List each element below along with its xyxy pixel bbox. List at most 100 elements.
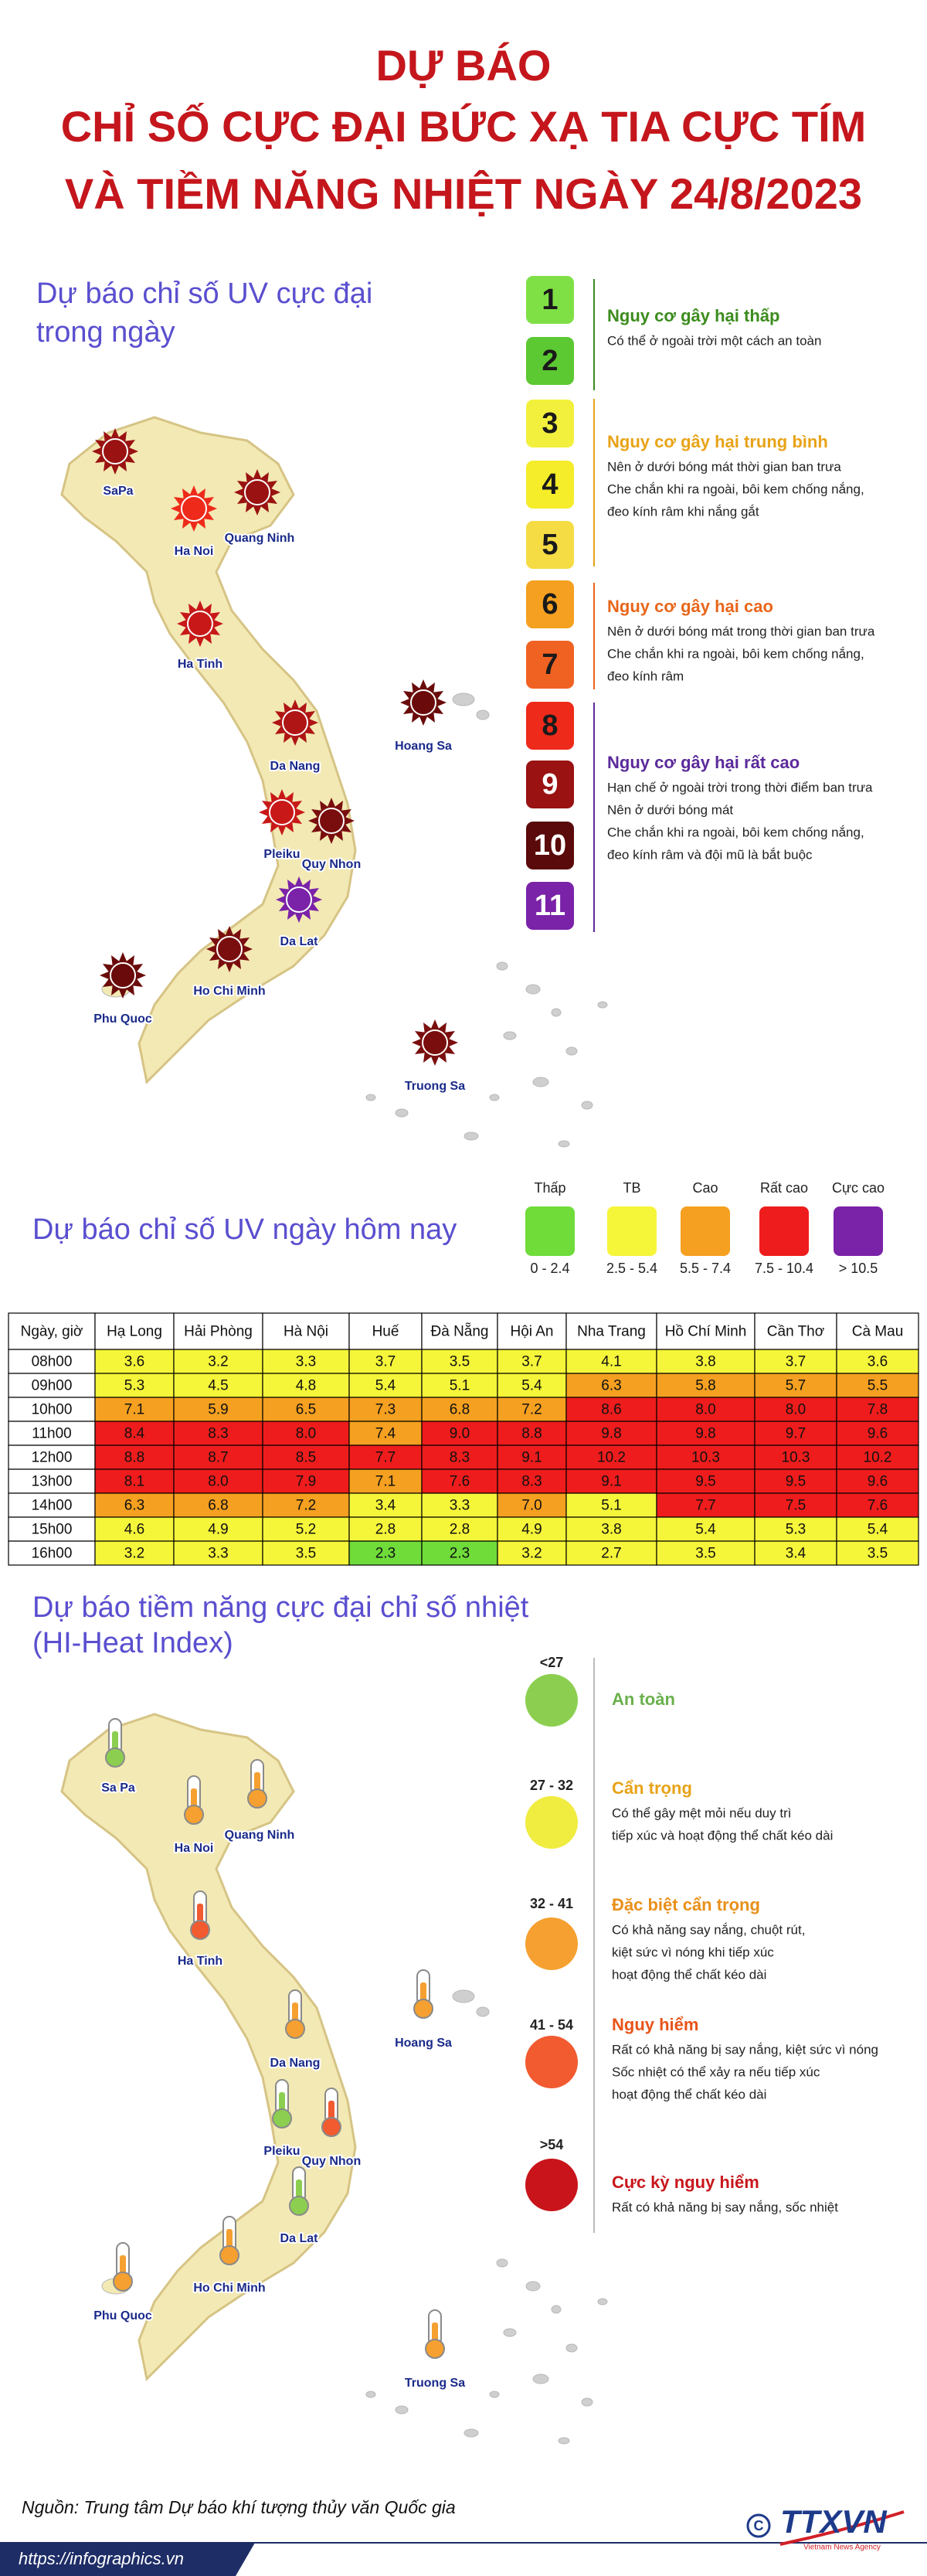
heat-range: 32 - 41: [530, 1896, 573, 1911]
table-cell: [421, 1492, 498, 1518]
thermometer-bulb: [190, 1920, 210, 1940]
table-value: 5.8: [695, 1378, 715, 1394]
heat-description: Có thể gây mệt mỏi nếu duy trì: [612, 1805, 791, 1820]
uv-level-box: [526, 337, 574, 385]
city-label: Da Lat: [280, 2232, 319, 2245]
table-cell: [173, 1349, 263, 1374]
table-cell: [8, 1540, 96, 1566]
risk-title: Nguy cơ gây hại trung bình: [607, 432, 828, 451]
table-row-label: 11h00: [32, 1426, 71, 1442]
section-title: (HI-Heat Index): [32, 1627, 233, 1659]
uv-category-swatch: [759, 1206, 809, 1256]
thermometer-bulb: [105, 1747, 125, 1768]
uv-level-number: 9: [542, 768, 558, 801]
table-header-cell: [565, 1312, 657, 1350]
city-label: Hoang Sa: [395, 2037, 452, 2050]
table-value: 5.2: [296, 1522, 316, 1538]
uv-category-swatch: [607, 1206, 657, 1256]
table-value: 3.6: [124, 1354, 144, 1370]
table-row-label: 09h00: [32, 1378, 73, 1394]
table-header: Hội An: [511, 1324, 554, 1340]
table-cell: [8, 1445, 96, 1470]
table-cell: [421, 1421, 498, 1446]
table-header-cell: [656, 1312, 756, 1350]
sun-core: [282, 710, 308, 736]
sun-core: [181, 495, 207, 522]
heat-description: kiệt sức vì nóng khi tiếp xúc: [612, 1945, 774, 1959]
table-value: 4.6: [124, 1522, 144, 1538]
table-value: 3.7: [521, 1354, 542, 1370]
table-value: 5.5: [868, 1378, 888, 1394]
table-value: 7.2: [521, 1402, 542, 1418]
table-value: 8.4: [124, 1426, 145, 1442]
uv-level-number: 10: [534, 829, 566, 862]
table-value: 7.9: [296, 1474, 316, 1490]
table-cell: [656, 1421, 756, 1446]
risk-title: Nguy cơ gây hại cao: [607, 597, 773, 616]
table-cell: [262, 1468, 350, 1494]
table-value: 9.6: [868, 1474, 888, 1490]
table-value: 3.8: [695, 1354, 715, 1370]
heat-map: Sa Pa Ha Noi Quang Ninh Ha Tinh Da Nang Hoang…: [60, 1713, 608, 2445]
table-value: 5.1: [601, 1498, 621, 1514]
city-label: Da Lat: [280, 935, 319, 948]
island: [532, 2374, 549, 2384]
island: [464, 2428, 479, 2438]
risk-description: đeo kính râm: [607, 669, 684, 683]
uv-marker: [234, 469, 280, 516]
table-cell: [565, 1421, 657, 1446]
risk-description: Nên ở dưới bóng mát thời gian ban trưa: [607, 459, 841, 474]
table-value: 9.0: [450, 1426, 470, 1442]
thermometer-bulb: [285, 2019, 305, 2039]
thermometer-bulb: [321, 2117, 341, 2137]
thermometer: [289, 2166, 309, 2216]
city-label: Quang Ninh: [225, 1829, 295, 1842]
city-label: Ha Noi: [175, 545, 214, 558]
island: [489, 2391, 500, 2398]
table-value: 7.8: [868, 1402, 888, 1418]
table-cell: [565, 1540, 657, 1566]
table-row-label: 16h00: [32, 1546, 73, 1562]
copyright-icon: [746, 2513, 771, 2538]
sun-core: [110, 962, 136, 989]
island: [525, 2281, 541, 2292]
title-line: CHỈ SỐ CỰC ĐẠI BỨC XẠ TIA CỰC TÍM: [61, 102, 867, 151]
source-note: Nguồn: Trung tâm Dự báo khí tượng thủy v…: [22, 2497, 456, 2517]
uv-level-box: [526, 641, 574, 689]
thermometer: [247, 1759, 267, 1809]
table-cell: [348, 1492, 423, 1518]
city-label: Pleiku: [263, 2145, 300, 2158]
table-cell: [497, 1468, 567, 1494]
heat-swatch: [525, 1796, 578, 1849]
thermometer-bulb: [247, 1788, 267, 1809]
city-label: Ha Tinh: [178, 658, 222, 671]
table-value: 7.7: [695, 1498, 715, 1514]
table-cell: [8, 1421, 96, 1446]
table-header: Hà Nội: [284, 1324, 328, 1340]
table-value: 3.8: [601, 1522, 621, 1538]
heat-category: Cực kỳ nguy hiểm: [612, 2173, 759, 2192]
table-cell: [656, 1540, 756, 1566]
uv-category-label: Thấp: [534, 1180, 565, 1196]
table-cell: [565, 1373, 657, 1398]
table-value: 6.5: [296, 1402, 316, 1418]
uv-level-number: 5: [542, 529, 558, 561]
risk-description: đeo kính râm và đội mũ là bắt buộc: [607, 847, 813, 862]
heat-description: hoạt động thể chất kéo dài: [612, 2087, 766, 2101]
risk-title: Nguy cơ gây hại thấp: [607, 306, 779, 325]
table-value: 4.9: [521, 1522, 542, 1538]
island: [365, 2391, 376, 2398]
table-cell: [497, 1516, 567, 1542]
table-cell: [836, 1540, 919, 1566]
table-value: 9.5: [786, 1474, 806, 1490]
island: [452, 1989, 475, 2003]
table-value: 6.8: [208, 1498, 228, 1514]
uv-level-number: 7: [542, 648, 558, 681]
risk-description: Che chắn khi ra ngoài, bôi kem chống nắn…: [607, 482, 864, 496]
table-cell: [94, 1445, 175, 1470]
thermometer: [285, 1989, 305, 2039]
table-cell: [8, 1468, 96, 1494]
table-cell: [836, 1421, 919, 1446]
table-cell: [348, 1468, 423, 1494]
table-value: 2.8: [450, 1522, 470, 1538]
